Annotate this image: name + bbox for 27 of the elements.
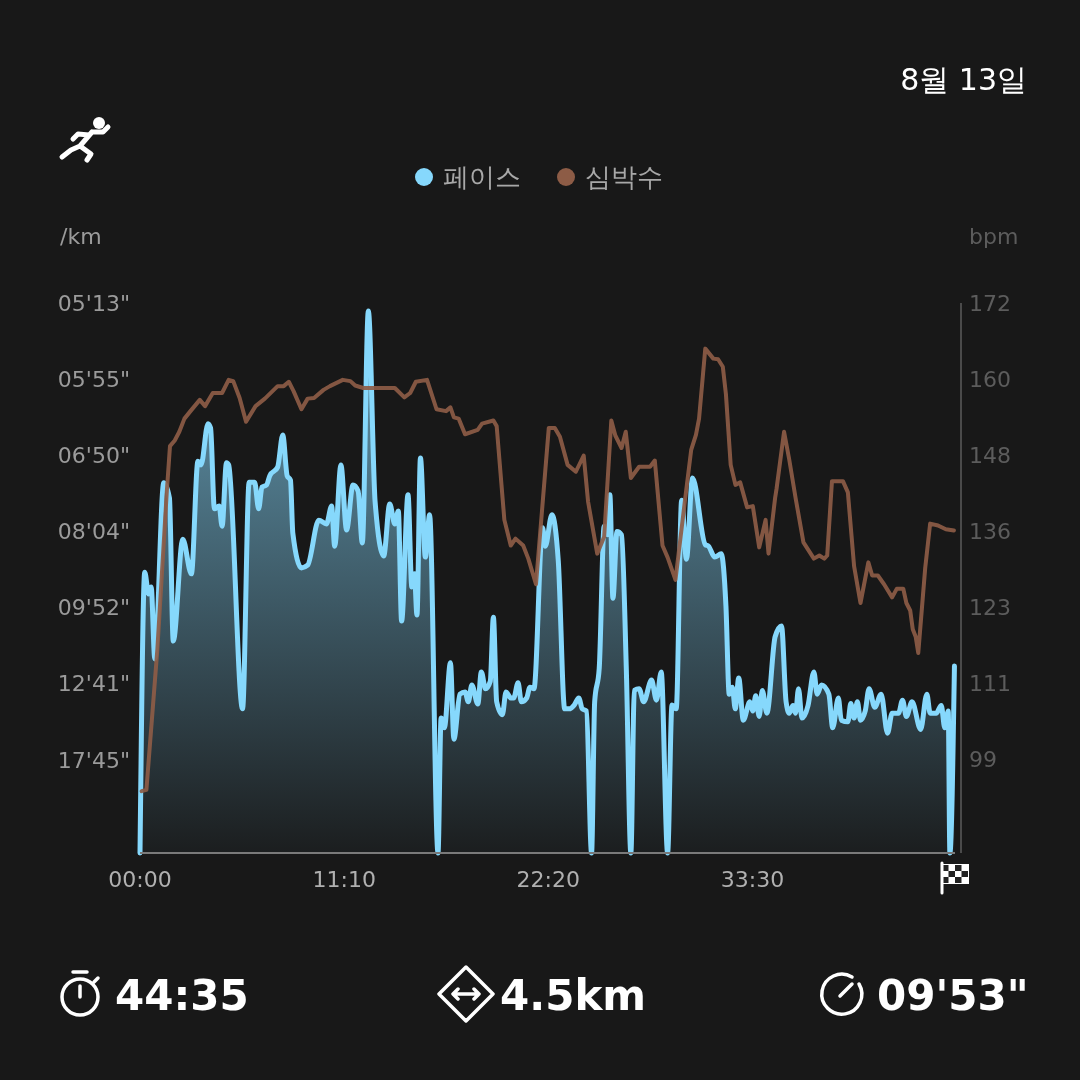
text: 09'53" [877,970,1029,1020]
y-tick-label: 123 [969,594,1011,620]
x-tick-label: 00:00 [108,866,172,892]
text: 09'52" [57,595,130,621]
x-tick-label: 33:30 [720,866,785,892]
text: 06'50" [57,442,130,468]
x-tick-label: 11:10 [312,866,376,892]
y-tick-label: 111 [969,670,1011,696]
text: 17'45" [57,747,130,773]
text: 05'55" [57,366,130,392]
y-tick-label: 99 [969,746,997,772]
y-axis-title: /km [60,223,102,249]
legend-label: 페이스 [443,162,521,192]
legend-label: 심박수 [585,162,663,192]
chart-title: 8월 13일 [900,62,1027,97]
text: 4.5km [500,970,647,1020]
y-tick-label: 172 [969,290,1011,316]
text: 44:35 [115,970,249,1020]
text: 05'13" [57,290,130,316]
y-axis-title: bpm [969,223,1019,249]
text: 08'04" [57,519,130,545]
line-series [139,346,956,794]
y-tick-label: 148 [969,442,1011,468]
y-tick-label: 160 [969,366,1011,392]
text: 12'41" [57,671,130,697]
x-tick-label: 22:20 [516,866,580,892]
y-tick-label: 136 [969,518,1011,544]
